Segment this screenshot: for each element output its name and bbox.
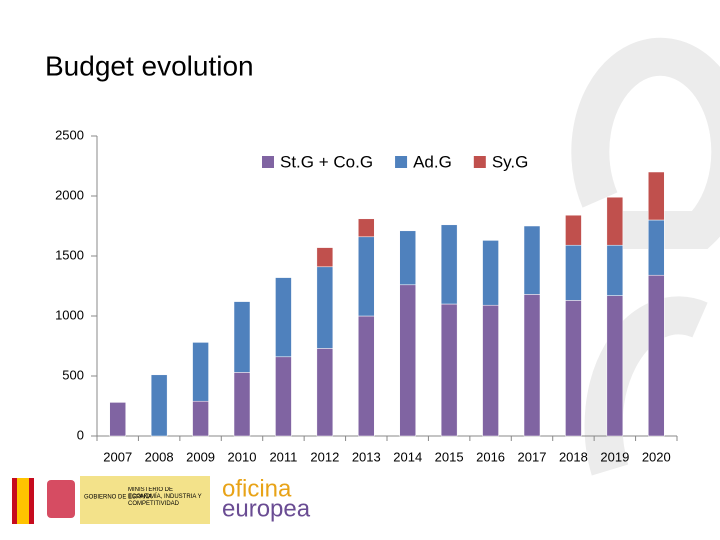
y-tick-label: 1000 bbox=[55, 307, 84, 322]
bar-segment bbox=[648, 274, 665, 437]
x-tick-label: 2011 bbox=[269, 449, 297, 464]
bar-segment bbox=[275, 277, 292, 358]
bar-segment bbox=[275, 356, 292, 437]
y-tick-label: 500 bbox=[62, 367, 84, 382]
y-tick-label: 1500 bbox=[55, 247, 84, 262]
bar-segment bbox=[606, 196, 624, 246]
bar-segment bbox=[565, 300, 582, 437]
legend-label: Ad.G bbox=[413, 152, 452, 171]
bar-segment bbox=[192, 400, 209, 437]
ministry-box: MINISTERIO DE ECONOMÍA, INDUSTRIA Y COMP… bbox=[128, 487, 202, 507]
x-tick-label: 2012 bbox=[310, 449, 339, 464]
x-tick-label: 2015 bbox=[435, 449, 464, 464]
bar-segment bbox=[233, 372, 251, 437]
bar-segment bbox=[109, 402, 126, 437]
y-tick-label: 2000 bbox=[55, 187, 84, 202]
bar-segment bbox=[565, 244, 582, 301]
legend-swatch bbox=[473, 156, 486, 168]
x-tick-label: 2008 bbox=[145, 449, 174, 464]
bar-segment bbox=[648, 219, 665, 276]
logo-line: oficina bbox=[222, 475, 292, 502]
legend-swatch bbox=[395, 156, 408, 168]
bar-segment bbox=[606, 244, 624, 296]
flag-stripe bbox=[12, 478, 17, 524]
bar-segment bbox=[316, 266, 334, 349]
ministry-text: MINISTERIO DE ECONOMÍA, INDUSTRIA Y COMP… bbox=[128, 487, 202, 507]
x-tick-label: 2016 bbox=[476, 449, 505, 464]
x-tick-label: 2020 bbox=[642, 449, 671, 464]
bar-segment bbox=[482, 304, 499, 437]
legend-swatch bbox=[262, 156, 274, 168]
bar-segment bbox=[150, 374, 168, 437]
y-tick-label: 0 bbox=[77, 427, 84, 442]
footer: GOBIERNO DE ESPAÑA MINISTERIO DE ECONOMÍ… bbox=[12, 475, 311, 524]
x-tick-label: 2013 bbox=[352, 449, 381, 464]
x-tick-label: 2009 bbox=[186, 449, 215, 464]
x-tick-label: 2010 bbox=[228, 449, 257, 464]
x-tick-label: 2017 bbox=[518, 449, 547, 464]
bar-segment bbox=[606, 295, 624, 437]
bar-segment bbox=[316, 247, 334, 268]
bar-segment bbox=[440, 303, 458, 437]
watermark-e bbox=[571, 37, 720, 249]
flag-stripe bbox=[29, 478, 34, 524]
bar-segment bbox=[358, 315, 375, 437]
y-tick-label: 2500 bbox=[55, 127, 84, 142]
x-tick-label: 2018 bbox=[559, 449, 588, 464]
bar-segment bbox=[565, 214, 582, 246]
coat-of-arms bbox=[47, 480, 75, 518]
bar-segment bbox=[358, 218, 375, 238]
bar-segment bbox=[523, 294, 541, 437]
chart-title: Budget evolution bbox=[45, 50, 254, 81]
bar-segment bbox=[523, 225, 541, 295]
bar-segment bbox=[192, 342, 209, 402]
bar-segment bbox=[482, 240, 499, 306]
gov-text: GOBIERNO DE ESPAÑA bbox=[84, 494, 152, 501]
bar-segment bbox=[316, 348, 334, 437]
gov-band bbox=[80, 476, 210, 524]
logo-line: europea bbox=[222, 495, 311, 522]
bar-segment bbox=[399, 230, 416, 286]
bar-segment bbox=[440, 224, 458, 305]
legend-label: Sy.G bbox=[492, 152, 529, 171]
x-tick-label: 2014 bbox=[393, 449, 422, 464]
flag-stripe bbox=[17, 478, 29, 524]
bar-segment bbox=[399, 284, 416, 437]
bar-segment bbox=[358, 236, 375, 317]
legend-label: St.G + Co.G bbox=[280, 152, 373, 171]
bar-segment bbox=[648, 171, 665, 221]
x-tick-label: 2007 bbox=[103, 449, 132, 464]
bar-segment bbox=[233, 301, 251, 373]
x-tick-label: 2019 bbox=[600, 449, 629, 464]
